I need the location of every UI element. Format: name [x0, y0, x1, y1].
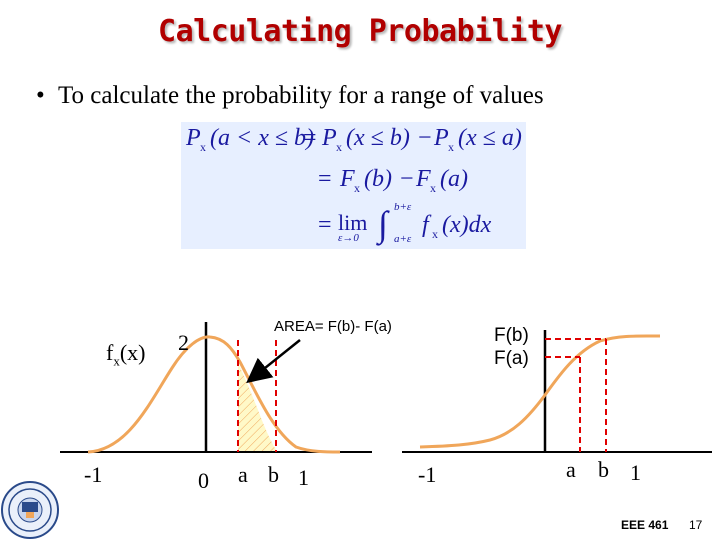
cdf-tick-a: a [566, 457, 576, 482]
pdf-ylabel-args: (x) [119, 340, 146, 365]
formula-l2-t2-args: (a) [440, 166, 468, 192]
formula-box [181, 122, 526, 249]
formula-l3-lim: lim [338, 210, 368, 235]
cdf-tick-minus1: -1 [418, 462, 437, 487]
formula-l1-p-sub: x [200, 140, 206, 154]
formula-l2-t1-sub: x [354, 181, 360, 195]
formula-l2-t2: F [416, 166, 431, 192]
pdf-tick-zero: 0 [198, 468, 209, 493]
formula-l1-minus: − [418, 125, 432, 151]
bullet-dot-icon: • [36, 82, 45, 109]
formula-l1-eq: = [303, 125, 317, 151]
formula-l3-upper: b+ε [394, 201, 412, 213]
pdf-plot [60, 322, 372, 454]
footer-course: EEE 461 [621, 518, 669, 532]
formula-l3-eq: = [318, 212, 332, 238]
formula-l2-t1: F [340, 166, 355, 192]
pdf-ylabel-sub: x [113, 353, 120, 369]
pdf-tick-b: b [268, 462, 279, 487]
formula-l1-p: P [186, 125, 201, 151]
pdf-shaded-area [238, 363, 276, 452]
formula-l2-t2-sub: x [430, 181, 436, 195]
cdf-label-fa: F(a) [494, 348, 529, 369]
pdf-area-note: AREA= F(b)- F(a) [274, 318, 392, 335]
cdf-tick-b: b [598, 457, 609, 482]
pdf-ylabel-main: f [106, 340, 114, 365]
formula-l3-lower: a+ε [394, 233, 412, 245]
bullet-item: • To calculate the probability for a rang… [36, 82, 544, 110]
formula-l3-f-sub: x [432, 227, 438, 241]
slide-title: Calculating Probability [158, 14, 562, 49]
footer-page-number: 17 [689, 518, 703, 532]
formula-l2-eq: = [318, 166, 332, 192]
cdf-curve [419, 334, 661, 449]
cdf-tick-one: 1 [630, 460, 641, 485]
cdf-label-fb: F(b) [494, 325, 529, 346]
formula-l1-t1-args: (x ≤ b) [346, 125, 410, 151]
formula-l3-args: (x)dx [442, 212, 492, 238]
pdf-ylabel: fx(x) [106, 340, 145, 369]
pdf-curve [87, 335, 341, 454]
formula-l2-minus: − [400, 166, 414, 192]
formula-l1-t2-args: (x ≤ a) [458, 125, 522, 151]
pdf-arrow [246, 339, 301, 384]
formula-l1-t2-sub: x [448, 140, 454, 154]
formula-l3-integral: ∫ [378, 204, 388, 244]
pdf-tick-a: a [238, 462, 248, 487]
formula-l3-lim-sub: ε→0 [338, 232, 359, 244]
formula-l2-t1-args: (b) [364, 166, 392, 192]
formula-l1-t1-sub: x [336, 140, 342, 154]
pdf-tick-one: 1 [298, 465, 309, 490]
bullet-text: To calculate the probability for a range… [58, 82, 544, 109]
pdf-tick-minus1: -1 [84, 462, 103, 487]
cdf-plot [402, 330, 712, 453]
pdf-peak-label: 2 [178, 330, 189, 355]
formula-l3-f: f [422, 212, 429, 238]
formula-l1-args: (a < x ≤ b) [210, 125, 315, 151]
formula-l1-t1: P [322, 125, 337, 151]
formula-l1-t2: P [434, 125, 449, 151]
